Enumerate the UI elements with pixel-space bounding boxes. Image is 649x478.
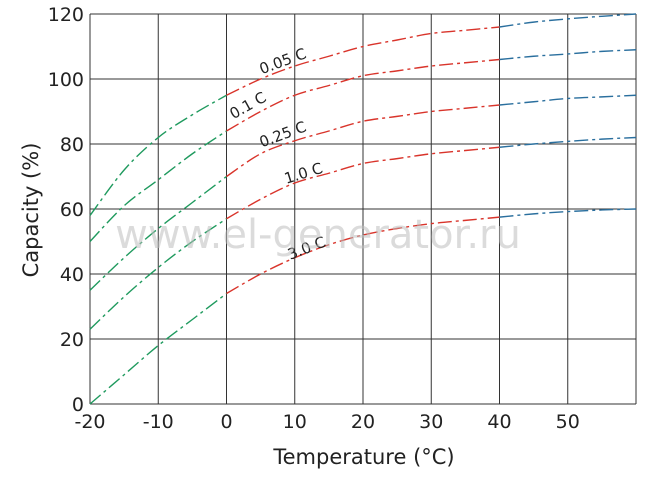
x-tick-label: 40	[487, 411, 511, 433]
series-line-low_temperature	[89, 218, 227, 330]
series-line-low_temperature	[89, 94, 227, 216]
x-tick-label: 20	[351, 411, 375, 433]
y-axis-title: Capacity (%)	[19, 143, 43, 278]
x-tick-label: 30	[419, 411, 443, 433]
y-tick-label: 40	[60, 264, 84, 286]
series-line-high_temperature	[499, 208, 637, 218]
series-line-mid_temperature	[226, 26, 500, 96]
y-tick-label: 0	[72, 394, 84, 416]
y-tick-label: 120	[48, 4, 84, 26]
y-tick-label: 80	[60, 134, 84, 156]
x-tick-label: -20	[74, 411, 105, 433]
series-label: 1.0 C	[282, 159, 325, 188]
series-line-high_temperature	[499, 13, 637, 28]
series-line-high_temperature	[499, 136, 637, 148]
series-line-high_temperature	[499, 49, 637, 61]
series-line-high_temperature	[499, 94, 637, 106]
series-line-low_temperature	[89, 292, 227, 405]
series-label: 0.1 C	[226, 88, 269, 123]
series-label: 0.25 C	[257, 118, 309, 152]
x-tick-label: -10	[143, 411, 174, 433]
series-line-low_temperature	[89, 175, 227, 291]
x-tick-label: 50	[556, 411, 580, 433]
y-tick-label: 20	[60, 329, 84, 351]
x-axis-title: Temperature (°C)	[272, 445, 454, 469]
series-layer	[89, 13, 637, 405]
y-tick-label: 60	[60, 199, 84, 221]
grid-layer	[89, 13, 637, 405]
y-tick-label: 100	[48, 69, 84, 91]
x-tick-label: 10	[283, 411, 307, 433]
tick-layer: -20 -10 0 10 20 30 40 50 0 20 40 60 80 100 120	[48, 4, 580, 433]
series-line-mid_temperature	[226, 58, 500, 132]
series-line-mid_temperature	[226, 104, 500, 178]
watermark-text: www.el-generator.ru	[115, 212, 521, 258]
x-tick-label: 0	[220, 411, 232, 433]
series-line-mid_temperature	[226, 146, 500, 220]
series-line-mid_temperature	[226, 216, 500, 295]
series-line-low_temperature	[89, 130, 227, 242]
series-label: 0.05 C	[257, 44, 309, 78]
